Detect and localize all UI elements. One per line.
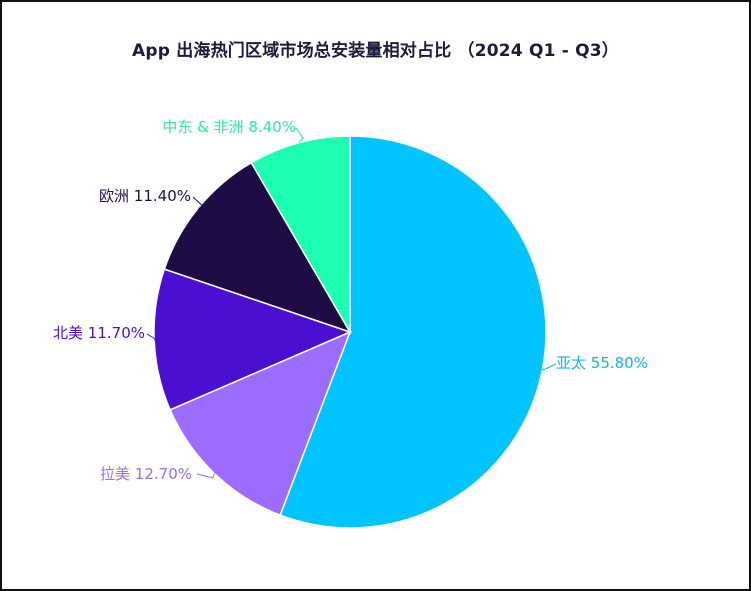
slice-label-1: 拉美 12.70% — [100, 465, 192, 483]
slice-label-name-2: 北美 — [53, 324, 88, 342]
slice-label-name-3: 欧洲 — [99, 187, 134, 205]
leader-line-2 — [146, 333, 159, 341]
slice-label-value-4: 8.40% — [248, 118, 296, 136]
slice-label-2: 北美 11.70% — [53, 324, 145, 342]
slice-labels: 亚太 55.80% 拉美 12.70% 北美 11.70% 欧洲 11.40% 中东 &… — [53, 118, 648, 483]
pie-slice-4 — [250, 135, 351, 335]
pie-slice-0 — [279, 135, 547, 529]
slice-label-value-3: 11.40% — [134, 187, 191, 205]
slice-label-name-0: 亚太 — [556, 354, 591, 372]
leader-line-0 — [542, 363, 557, 371]
pie-slices — [153, 135, 547, 529]
slice-label-value-2: 11.70% — [88, 324, 145, 342]
slice-label-value-1: 12.70% — [135, 465, 192, 483]
leader-line-3 — [192, 196, 208, 210]
pie-slice-1 — [169, 330, 352, 517]
slice-label-4: 中东 & 非洲 8.40% — [162, 118, 296, 136]
slice-label-3: 欧洲 11.40% — [99, 187, 191, 205]
leader-line-1 — [196, 473, 215, 479]
slice-label-name-4: 中东 & 非洲 — [162, 118, 248, 136]
leader-line-4 — [295, 127, 304, 144]
slice-label-name-1: 拉美 — [100, 465, 135, 483]
chart-title: App 出海热门区域市场总安装量相对占比 （2024 Q1 - Q3） — [131, 41, 620, 61]
slice-label-value-0: 55.80% — [591, 354, 648, 372]
label-leader-lines — [146, 127, 557, 479]
slice-label-0: 亚太 55.80% — [556, 354, 648, 372]
